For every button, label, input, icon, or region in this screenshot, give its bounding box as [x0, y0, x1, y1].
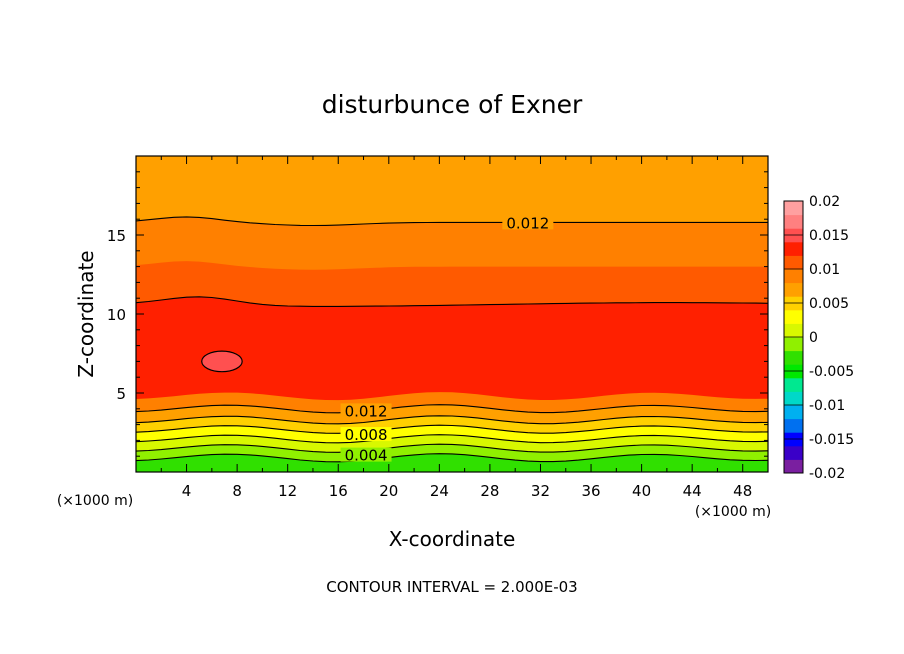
colorbar-swatch: [784, 255, 803, 270]
closed-contour-ellipse: [201, 350, 243, 373]
contour-line: [135, 404, 769, 414]
colorbar: -0.02 -0.015 -0.01 -0.005 0 0.005 0.01 0.015 0.0…: [783, 194, 854, 482]
colorbar-label: -0.005: [809, 364, 854, 380]
x-tick-label: 48: [733, 482, 752, 500]
colorbar-label: 0.01: [809, 262, 840, 278]
y-tick-label: 10: [107, 306, 126, 324]
y-tick-label: 5: [116, 385, 126, 403]
colorbar-swatch: [784, 323, 803, 338]
colorbar-swatch: [784, 337, 803, 352]
colorbar-label: -0.02: [809, 466, 845, 482]
plot-area: 0.012 0.012 0.008 0.004: [135, 155, 769, 473]
colorbar-label: 0.005: [809, 296, 849, 312]
colorbar-swatch: [784, 377, 803, 392]
contour-line: [135, 443, 769, 453]
contour-line: [135, 216, 768, 227]
y-axis: 5 10 15: [107, 171, 768, 457]
contour-line: [135, 434, 769, 444]
x-axis-label: X-coordinate: [389, 527, 516, 551]
contour-label: 0.012: [345, 402, 388, 420]
colorbar-swatch: [784, 459, 803, 474]
closed-contour: [201, 350, 243, 373]
colorbar-swatch: [784, 201, 803, 216]
colorbar-label: 0: [809, 330, 818, 346]
colorbar-swatch: [784, 418, 803, 433]
contour-label-background: [340, 447, 392, 462]
contour-line: [135, 453, 769, 463]
color-bands: [136, 156, 768, 472]
x-tick-label: 20: [379, 482, 398, 500]
contour-line: [135, 415, 769, 425]
colorbar-swatch: [784, 445, 803, 460]
x-axis: 4 8 12 16 20 24 28 32 36 40 44 48: [160, 156, 752, 500]
x-tick-label: 8: [232, 482, 242, 500]
contour-label: 0.008: [345, 426, 388, 444]
x-tick-label: 4: [182, 482, 192, 500]
colorbar-swatch: [784, 309, 803, 324]
colorbar-swatch: [784, 269, 803, 284]
contour-interval-note: CONTOUR INTERVAL = 2.000E-03: [326, 578, 577, 596]
x-unit-left: (×1000 m): [57, 493, 133, 509]
y-axis-label: Z-coordinate: [74, 250, 98, 377]
contour-labels: 0.012 0.012 0.008 0.004: [340, 214, 554, 465]
chart-title: disturbunce of Exner: [322, 90, 583, 119]
color-band: [136, 453, 768, 472]
colorbar-label: -0.015: [809, 432, 854, 448]
colorbar-label: 0.02: [809, 194, 840, 210]
x-tick-label: 16: [329, 482, 348, 500]
x-tick-label: 40: [632, 482, 651, 500]
contour-label: 0.004: [345, 447, 388, 465]
colorbar-swatch: [784, 350, 803, 365]
contour-label-background: [340, 427, 392, 442]
colorbar-label: 0.015: [809, 228, 849, 244]
x-tick-label: 12: [278, 482, 297, 500]
x-tick-label: 32: [531, 482, 550, 500]
x-unit-right: (×1000 m): [695, 504, 771, 520]
contour-label-background: [340, 403, 392, 418]
contour-lines: [135, 216, 769, 463]
x-tick-label: 28: [480, 482, 499, 500]
y-tick-label: 15: [107, 227, 126, 245]
x-tick-label: 24: [430, 482, 449, 500]
contour-label-background: [502, 215, 554, 230]
colorbar-label: -0.01: [809, 398, 845, 414]
x-tick-label: 36: [581, 482, 600, 500]
colorbar-swatch: [784, 241, 803, 256]
colorbar-swatch: [784, 214, 803, 229]
colorbar-swatch: [784, 282, 803, 297]
colorbar-swatch: [784, 391, 803, 406]
contour-line: [135, 424, 769, 434]
contour-label: 0.012: [506, 214, 549, 232]
colorbar-swatch: [784, 405, 803, 420]
contour-line: [135, 296, 769, 307]
x-tick-label: 44: [683, 482, 702, 500]
